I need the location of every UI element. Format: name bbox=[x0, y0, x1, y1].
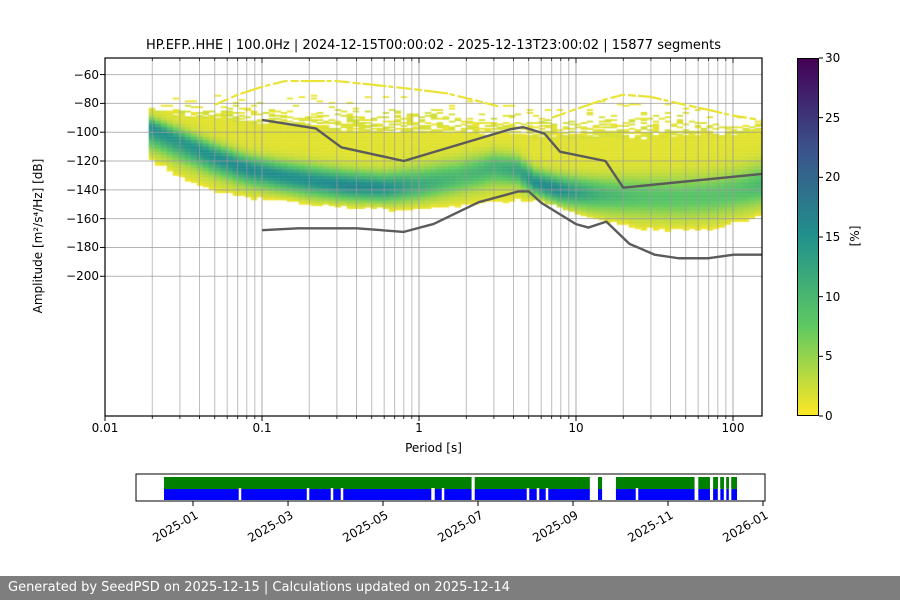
footer-bar: Generated by SeedPSD on 2025-12-15 | Cal… bbox=[0, 576, 900, 600]
x-axis-label: Period [s] bbox=[405, 441, 462, 455]
timeline-gap bbox=[723, 488, 727, 501]
colorbar bbox=[797, 58, 819, 416]
colorbar-tick-label: 25 bbox=[825, 110, 841, 125]
timeline-gap bbox=[526, 488, 530, 501]
y-tick-label: −180 bbox=[66, 240, 99, 255]
y-axis-label: Amplitude [m²/s⁴/Hz] [dB] bbox=[31, 158, 45, 314]
noise-model-high bbox=[261, 118, 763, 189]
plot-title: HP.EFP..HHE | 100.0Hz | 2024-12-15T00:00… bbox=[146, 38, 721, 53]
timeline-gap bbox=[471, 476, 475, 490]
footer-text: Generated by SeedPSD on 2025-12-15 | Cal… bbox=[8, 580, 510, 595]
y-tick-label: −160 bbox=[66, 211, 99, 226]
x-tick-label: 1 bbox=[415, 421, 423, 435]
timeline-gap bbox=[717, 488, 721, 501]
y-tick-label: −200 bbox=[66, 269, 99, 284]
timeline-gap bbox=[589, 476, 599, 490]
colorbar-tick-label: 0 bbox=[825, 409, 833, 423]
y-tick-label: −140 bbox=[66, 182, 99, 197]
timeline-gap bbox=[330, 488, 334, 501]
noise-model-low bbox=[261, 190, 762, 260]
timeline-gap bbox=[536, 488, 540, 501]
timeline-gap bbox=[471, 488, 475, 501]
timeline-gap bbox=[709, 476, 714, 490]
psd-outlier-arc bbox=[551, 93, 757, 121]
timeline-gap bbox=[635, 488, 639, 501]
timeline-gap bbox=[589, 488, 599, 501]
timeline-gap bbox=[238, 488, 242, 501]
timeline-gap bbox=[602, 476, 616, 490]
timeline-bar-psd-coverage bbox=[163, 477, 738, 489]
y-tick-label: −100 bbox=[66, 125, 99, 140]
x-tick-label: 10 bbox=[568, 421, 584, 435]
timeline-gap bbox=[694, 488, 699, 501]
colorbar-tick-label: 30 bbox=[825, 51, 841, 65]
timeline-gap bbox=[717, 476, 721, 490]
y-tick-label: −60 bbox=[73, 67, 99, 82]
x-tick-label: 0.01 bbox=[91, 421, 119, 435]
colorbar-tick-label: 10 bbox=[825, 289, 841, 304]
timeline-gap bbox=[602, 488, 616, 501]
timeline-gap bbox=[306, 488, 310, 501]
timeline-gap bbox=[340, 488, 344, 501]
colorbar-tick-label: 15 bbox=[825, 230, 841, 244]
x-tick-label: 0.1 bbox=[252, 421, 272, 435]
colorbar-tick-label: 20 bbox=[825, 170, 841, 185]
timeline-gap bbox=[728, 476, 732, 490]
plot-border bbox=[104, 57, 763, 417]
timeline-gap bbox=[728, 488, 732, 501]
timeline-gap bbox=[723, 476, 727, 490]
timeline-gap bbox=[441, 488, 445, 501]
timeline-border bbox=[135, 473, 766, 502]
colorbar-tick-label: 5 bbox=[825, 349, 833, 364]
y-tick-label: −120 bbox=[66, 154, 99, 168]
timeline-bar-data-coverage bbox=[163, 489, 738, 500]
x-tick-label: 100 bbox=[721, 421, 745, 435]
timeline-gap bbox=[709, 488, 714, 501]
timeline-gap bbox=[545, 488, 549, 501]
timeline-gap bbox=[694, 476, 699, 490]
psd-outlier-arc bbox=[214, 79, 499, 108]
timeline-gap bbox=[431, 488, 435, 501]
y-tick-label: −80 bbox=[73, 96, 99, 111]
